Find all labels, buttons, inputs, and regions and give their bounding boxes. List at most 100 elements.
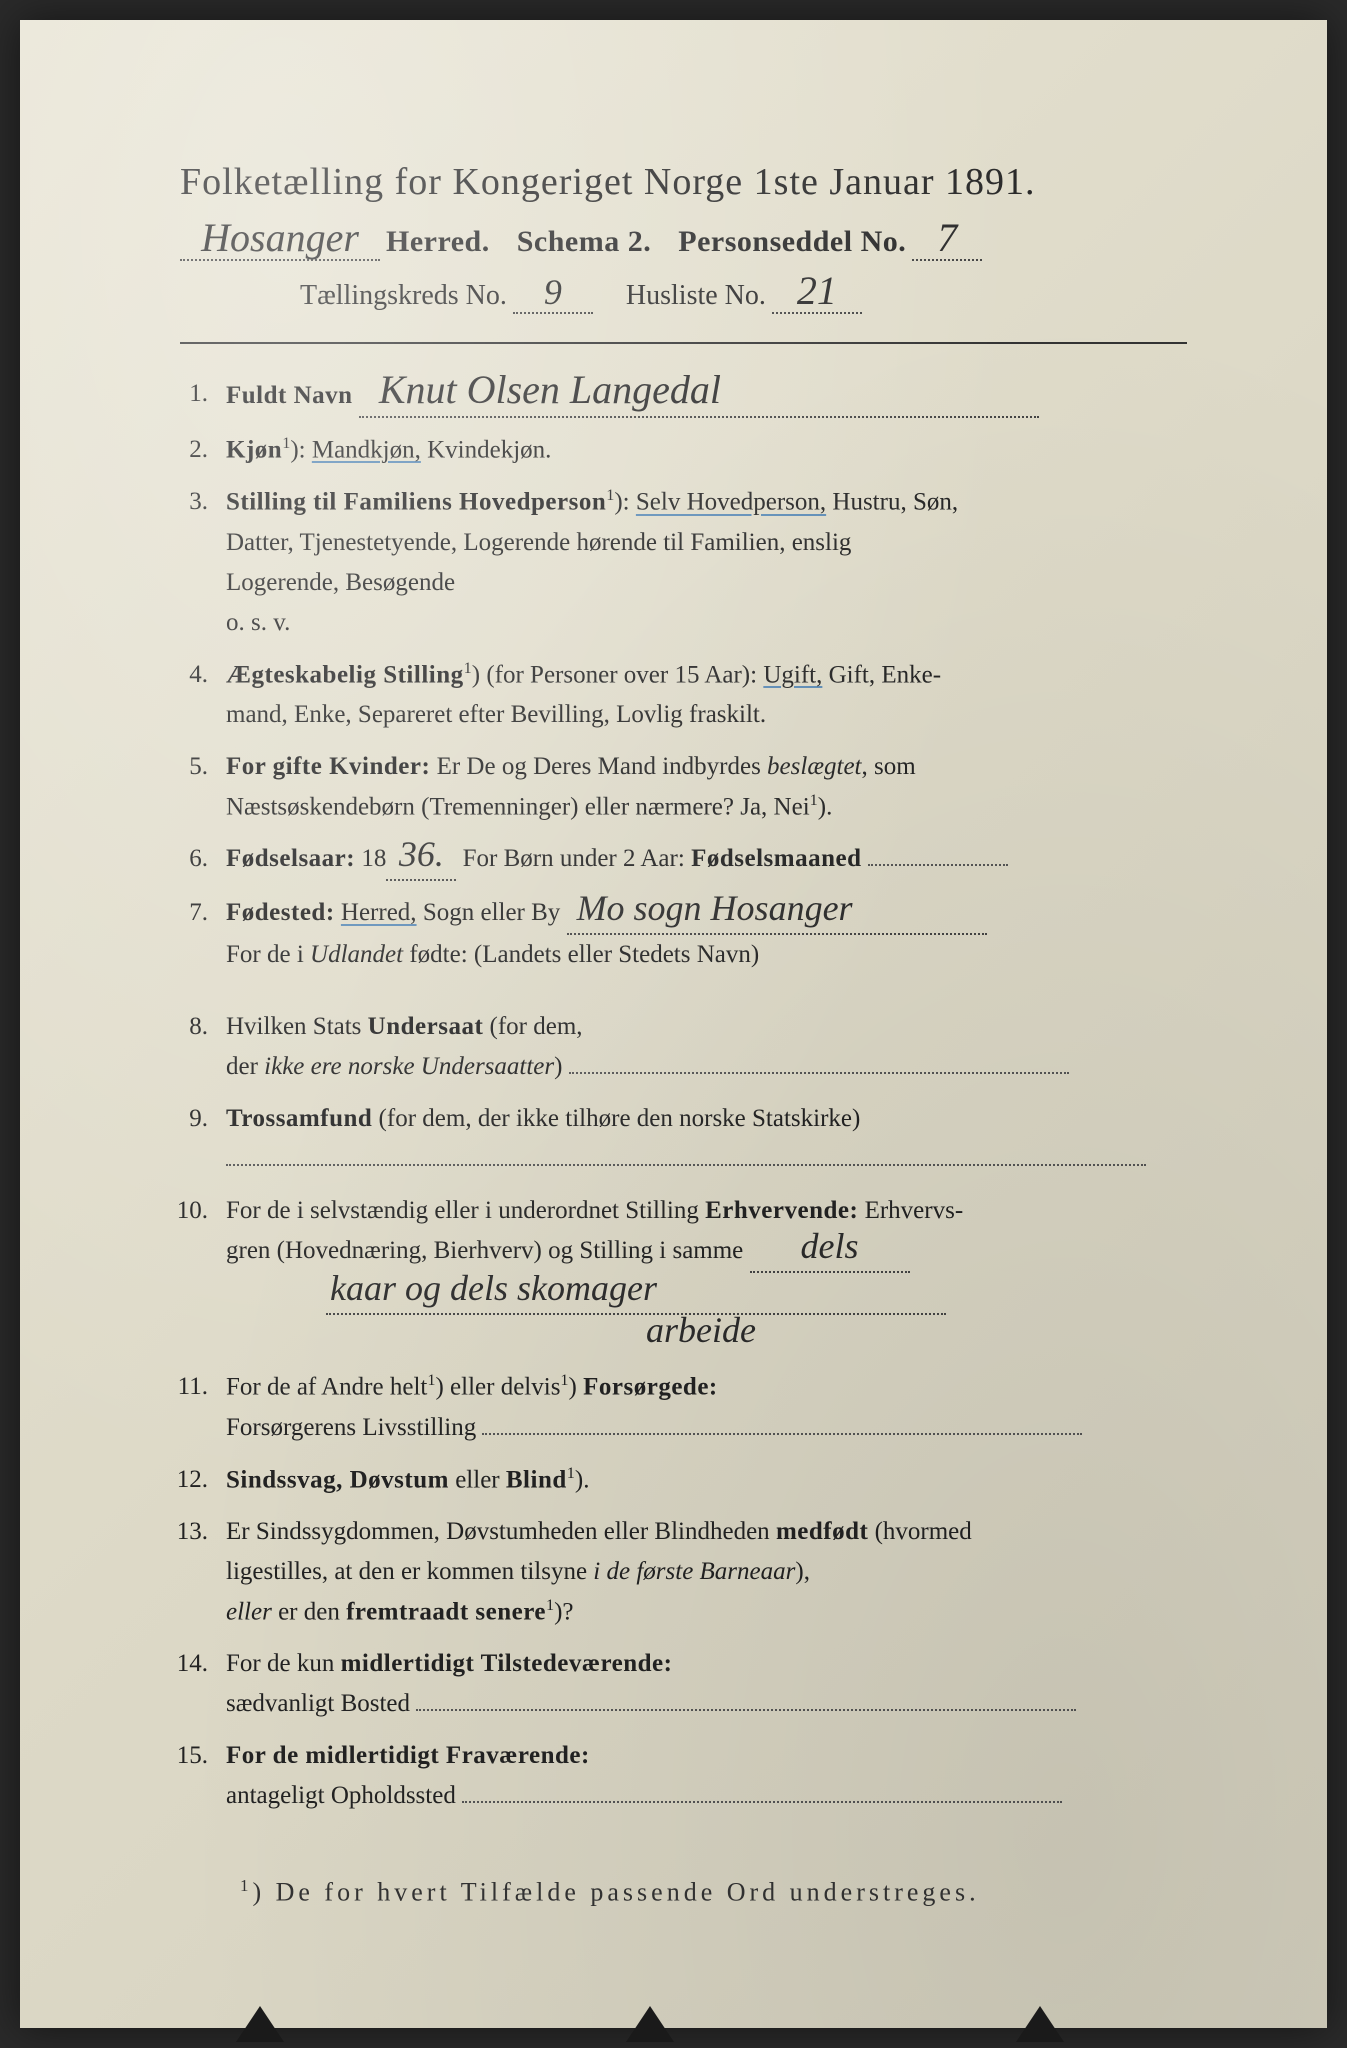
sup: 1	[567, 1464, 575, 1482]
text: )	[569, 1374, 584, 1401]
text: Hvilken Stats	[226, 1013, 368, 1040]
text: Erhvervs-	[858, 1197, 963, 1224]
header-line-1: Hosanger Herred. Schema 2. Personseddel …	[160, 222, 1207, 261]
header-line-2: Tællingskreds No. 9 Husliste No. 21	[160, 275, 1207, 314]
text: Sogn eller By	[423, 899, 561, 926]
text: )?	[554, 1598, 573, 1625]
item-number: 7.	[170, 893, 226, 975]
item-7: 7. Fødested: Herred, Sogn eller By Mo so…	[170, 893, 1207, 975]
text: For Børn under 2 Aar:	[463, 845, 691, 872]
text: ),	[795, 1558, 810, 1585]
field-label: medfødt	[776, 1518, 868, 1545]
blank-fill	[462, 1801, 1062, 1803]
item-9: 9. Trossamfund (for dem, der ikke tilhør…	[170, 1099, 1207, 1179]
text: fødte: (Landets eller Stedets Navn)	[403, 941, 759, 968]
field-label: Sindssvag, Døvstum	[226, 1466, 449, 1493]
item-11: 11. For de af Andre helt1) eller delvis1…	[170, 1367, 1207, 1447]
text-italic: eller	[226, 1598, 272, 1625]
occupation-value: arbeide	[646, 1310, 756, 1350]
selected-option: Mandkjøn,	[312, 436, 421, 463]
text: For de kun	[226, 1650, 341, 1677]
field-label: fremtraadt senere	[346, 1598, 546, 1625]
text: 18	[361, 845, 386, 872]
divider	[180, 342, 1187, 344]
text: antageligt Opholdssted	[226, 1782, 456, 1809]
birthplace-value: Mo sogn Hosanger	[577, 888, 853, 928]
text: )	[554, 1053, 562, 1080]
personseddel-label: Personseddel No.	[678, 225, 906, 259]
name-value: Knut Olsen Langedal	[379, 367, 721, 412]
schema-label: Schema 2.	[517, 225, 652, 259]
text: ).	[575, 1466, 590, 1493]
item-5: 5. For gifte Kvinder: Er De og Deres Man…	[170, 747, 1207, 827]
text: (for dem,	[483, 1013, 582, 1040]
birthyear-value: 36.	[399, 834, 444, 874]
husliste-no: 21	[797, 268, 837, 313]
item-number: 3.	[170, 482, 226, 642]
tkreds-label: Tællingskreds No.	[300, 280, 507, 312]
field-label: Undersaat	[368, 1013, 484, 1040]
occupation-value: dels	[801, 1226, 859, 1266]
item-number: 8.	[170, 1007, 226, 1087]
sup: 1	[240, 1876, 252, 1895]
item-number: 4.	[170, 655, 226, 735]
text: Forsørgerens Livsstilling	[226, 1414, 476, 1441]
husliste-label: Husliste No.	[626, 280, 766, 312]
field-label: For de midlertidigt Fraværende:	[226, 1742, 590, 1769]
item-12: 12. Sindssvag, Døvstum eller Blind1).	[170, 1460, 1207, 1500]
item-number: 2.	[170, 430, 226, 470]
text-italic: beslægtet	[767, 753, 861, 780]
sup: 1	[546, 1596, 554, 1614]
item-4: 4. Ægteskabelig Stilling1) (for Personer…	[170, 655, 1207, 735]
item-number: 14.	[170, 1644, 226, 1724]
text: sædvanligt Bosted	[226, 1690, 410, 1717]
herred-label: Herred.	[386, 225, 490, 259]
selected-option: Ugift,	[763, 661, 822, 688]
text: er den	[272, 1598, 346, 1625]
selected-option: Herred,	[341, 899, 417, 926]
footnote-text: ) De for hvert Tilfælde passende Ord und…	[252, 1878, 979, 1907]
field-label: Forsørgede:	[583, 1374, 718, 1401]
selected-option: Selv Hovedperson,	[636, 489, 826, 516]
text: ) (for Personer over 15 Aar):	[472, 661, 764, 688]
field-label: Kjøn	[226, 436, 282, 463]
text: (for dem, der ikke tilhøre den norske St…	[379, 1105, 861, 1132]
item-13: 13. Er Sindssygdommen, Døvstumheden elle…	[170, 1512, 1207, 1632]
text: Datter, Tjenestetyende, Logerende hørend…	[226, 523, 1207, 563]
item-2: 2. Kjøn1): Mandkjøn, Kvindekjøn.	[170, 430, 1207, 470]
field-label: Fødselsaar:	[226, 845, 355, 872]
herred-value: Hosanger	[201, 215, 359, 260]
item-number: 6.	[170, 839, 226, 881]
text: der	[226, 1053, 264, 1080]
tkreds-no: 9	[544, 272, 562, 312]
text: mand, Enke, Separeret efter Bevilling, L…	[226, 695, 1207, 735]
item-1: 1. Fuldt Navn Knut Olsen Langedal	[170, 374, 1207, 418]
field-label: Trossamfund	[226, 1105, 372, 1132]
text-italic: ikke ere norske Undersaatter	[264, 1053, 554, 1080]
blank-fill	[482, 1433, 1082, 1435]
field-label: Ægteskabelig Stilling	[226, 661, 464, 688]
tear-mark	[1000, 2006, 1080, 2042]
field-label: Blind	[506, 1466, 567, 1493]
text: eller	[449, 1466, 506, 1493]
text: Gift, Enke-	[829, 661, 941, 688]
census-form-page: Folketælling for Kongeriget Norge 1ste J…	[20, 20, 1327, 2028]
blank-fill	[569, 1072, 1069, 1074]
item-number: 13.	[170, 1512, 226, 1632]
item-number: 12.	[170, 1460, 226, 1500]
sup: 1	[560, 1371, 568, 1389]
field-label: Erhvervende:	[705, 1197, 858, 1224]
text: ) eller delvis	[435, 1374, 560, 1401]
text: ).	[818, 793, 833, 820]
page-tears	[20, 2002, 1327, 2042]
sup: 1	[810, 791, 818, 809]
personseddel-no: 7	[937, 215, 957, 260]
text: ):	[290, 436, 312, 463]
item-number: 10.	[170, 1191, 226, 1355]
item-15: 15. For de midlertidigt Fraværende: anta…	[170, 1736, 1207, 1816]
text: ligestilles, at den er kommen tilsyne	[226, 1558, 593, 1585]
form-items: 1. Fuldt Navn Knut Olsen Langedal 2. Kjø…	[160, 374, 1207, 1816]
text: (hvormed	[868, 1518, 971, 1545]
text: gren (Hovednæring, Bierhverv) og Stillin…	[226, 1237, 743, 1264]
text: Hustru, Søn,	[832, 489, 958, 516]
